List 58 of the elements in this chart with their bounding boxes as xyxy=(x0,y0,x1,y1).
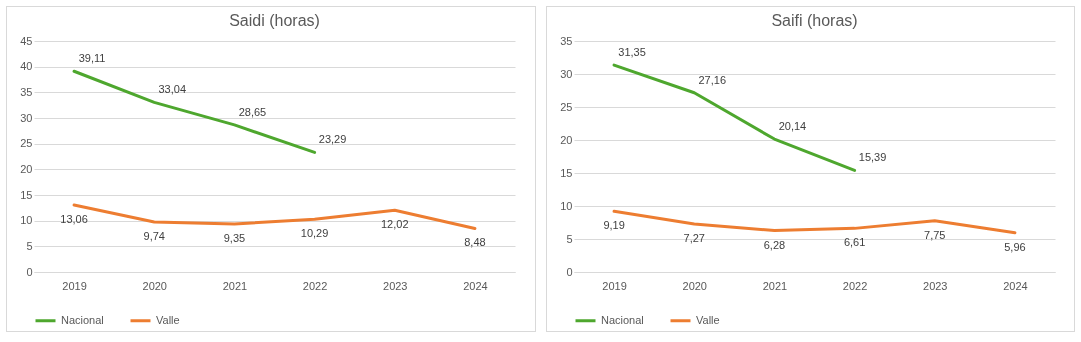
y-tick-label: 5 xyxy=(565,232,572,245)
x-tick-label: 2023 xyxy=(383,279,408,292)
data-label: 28,65 xyxy=(238,105,267,118)
legend-label: Valle xyxy=(695,313,720,326)
data-label: 15,39 xyxy=(858,151,886,164)
x-tick-label: 2022 xyxy=(842,279,867,292)
legend-label: Nacional xyxy=(600,313,644,326)
chart-title: Saifi (horas) xyxy=(770,12,858,29)
data-label: 7,27 xyxy=(683,232,705,245)
data-label: 6,61 xyxy=(843,236,865,249)
data-label: 5,96 xyxy=(1003,240,1026,253)
data-label: 9,74 xyxy=(143,230,165,242)
data-label: 9,35 xyxy=(223,232,246,244)
x-tick-label: 2022 xyxy=(302,279,328,292)
x-tick-label: 2023 xyxy=(922,279,947,292)
x-tick-label: 2021 xyxy=(222,279,248,292)
y-tick-label: 10 xyxy=(559,199,572,212)
data-label: 20,14 xyxy=(778,120,806,133)
line-series xyxy=(612,63,856,172)
data-label: 9,19 xyxy=(602,219,625,232)
data-label: 6,28 xyxy=(763,238,785,251)
y-tick-label: 45 xyxy=(20,34,33,47)
x-tick-label: 2021 xyxy=(762,279,787,292)
x-tick-label: 2020 xyxy=(142,279,167,292)
y-tick-label: 15 xyxy=(20,188,33,201)
y-tick-label: 0 xyxy=(565,265,572,278)
x-tick-label: 2024 xyxy=(1002,279,1028,292)
data-label: 8,48 xyxy=(464,236,486,249)
data-label: 13,06 xyxy=(60,212,88,225)
data-label: 27,16 xyxy=(697,73,726,86)
x-tick-label: 2019 xyxy=(601,279,627,292)
legend-label: Valle xyxy=(156,313,180,326)
data-label: 12,02 xyxy=(380,218,409,231)
y-tick-label: 20 xyxy=(20,162,33,175)
data-label: 33,04 xyxy=(158,83,187,96)
line-series xyxy=(72,69,317,154)
chart-title: Saidi (horas) xyxy=(229,12,320,29)
y-tick-label: 5 xyxy=(26,239,33,252)
data-label: 23,29 xyxy=(318,133,347,146)
y-tick-label: 20 xyxy=(559,133,572,146)
x-tick-label: 2020 xyxy=(682,279,707,292)
data-label: 39,11 xyxy=(78,52,106,65)
y-tick-label: 25 xyxy=(559,100,572,113)
data-label: 10,29 xyxy=(300,227,329,240)
y-tick-label: 40 xyxy=(20,60,33,73)
y-tick-label: 15 xyxy=(559,166,572,179)
y-tick-label: 30 xyxy=(20,111,33,124)
y-tick-label: 35 xyxy=(559,34,572,47)
y-tick-label: 30 xyxy=(559,67,572,80)
legend-label: Nacional xyxy=(61,313,104,326)
data-label: 31,35 xyxy=(617,46,646,59)
y-tick-label: 0 xyxy=(26,265,33,278)
y-tick-label: 35 xyxy=(20,85,33,98)
data-label: 7,75 xyxy=(923,228,945,241)
y-tick-label: 25 xyxy=(20,137,33,150)
y-tick-label: 10 xyxy=(20,214,33,227)
x-tick-label: 2019 xyxy=(62,279,87,292)
x-tick-label: 2024 xyxy=(463,279,488,292)
